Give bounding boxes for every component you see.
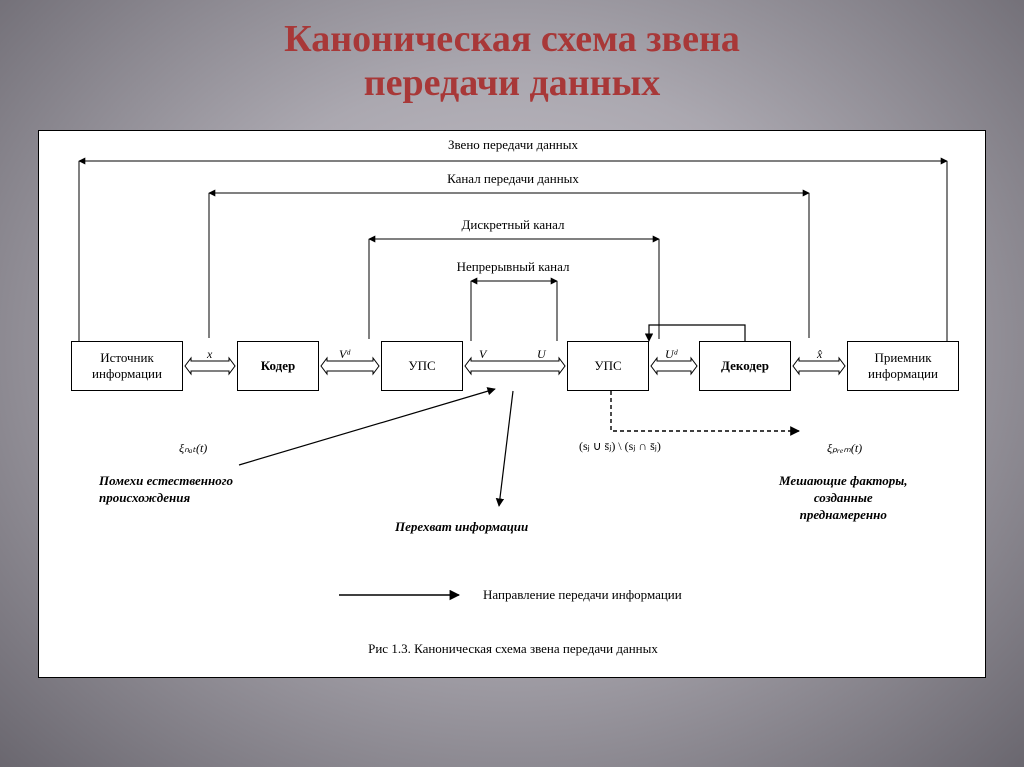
box-decoder: Декодер xyxy=(699,341,791,391)
noise-prem-math: ξₚᵣₑₘ(t) xyxy=(827,441,862,456)
intercept-label: Перехват информации xyxy=(395,519,528,535)
noise-prem-l2: созданные xyxy=(779,490,907,507)
noise-nat-l1: Помехи естественного xyxy=(99,473,233,490)
legend-text: Направление передачи информации xyxy=(483,587,682,603)
sig-xh: x̂ xyxy=(817,347,822,362)
box-ups1: УПС xyxy=(381,341,463,391)
span-discrete-label: Дискретный канал xyxy=(39,217,987,233)
figure-caption: Рис 1.3. Каноническая схема звена переда… xyxy=(39,641,987,657)
noise-nat-math: ξₙₐₜ(t) xyxy=(179,441,207,456)
noise-nat-l2: происхождения xyxy=(99,490,233,507)
box-coder: Кодер xyxy=(237,341,319,391)
noise-nat-label: Помехи естественного происхождения xyxy=(99,473,233,507)
span-cont-label: Непрерывный канал xyxy=(39,259,987,275)
set-expression: (sⱼ ∪ s̄ⱼ) \ (sⱼ ∩ s̄ⱼ) xyxy=(579,439,661,454)
sig-x: x xyxy=(207,347,212,362)
noise-prem-l1: Мешающие факторы, xyxy=(779,473,907,490)
title-line2: передачи данных xyxy=(0,62,1024,106)
noise-prem-label: Мешающие факторы, созданные преднамеренн… xyxy=(779,473,907,524)
sig-V: V xyxy=(479,347,486,362)
title-line1: Каноническая схема звена xyxy=(0,18,1024,62)
span-link-label: Звено передачи данных xyxy=(39,137,987,153)
noise-prem-l3: преднамеренно xyxy=(779,507,907,524)
diagram-panel: Звено передачи данных Канал передачи дан… xyxy=(38,130,986,678)
box-receiver: Приемник информации xyxy=(847,341,959,391)
slide-title: Каноническая схема звена передачи данных xyxy=(0,0,1024,105)
span-channel-label: Канал передачи данных xyxy=(39,171,987,187)
box-ups2: УПС xyxy=(567,341,649,391)
box-source: Источник информации xyxy=(71,341,183,391)
sig-Vd: Vᵈ xyxy=(339,347,350,362)
sig-Ud: Uᵈ xyxy=(665,347,677,362)
sig-U: U xyxy=(537,347,546,362)
